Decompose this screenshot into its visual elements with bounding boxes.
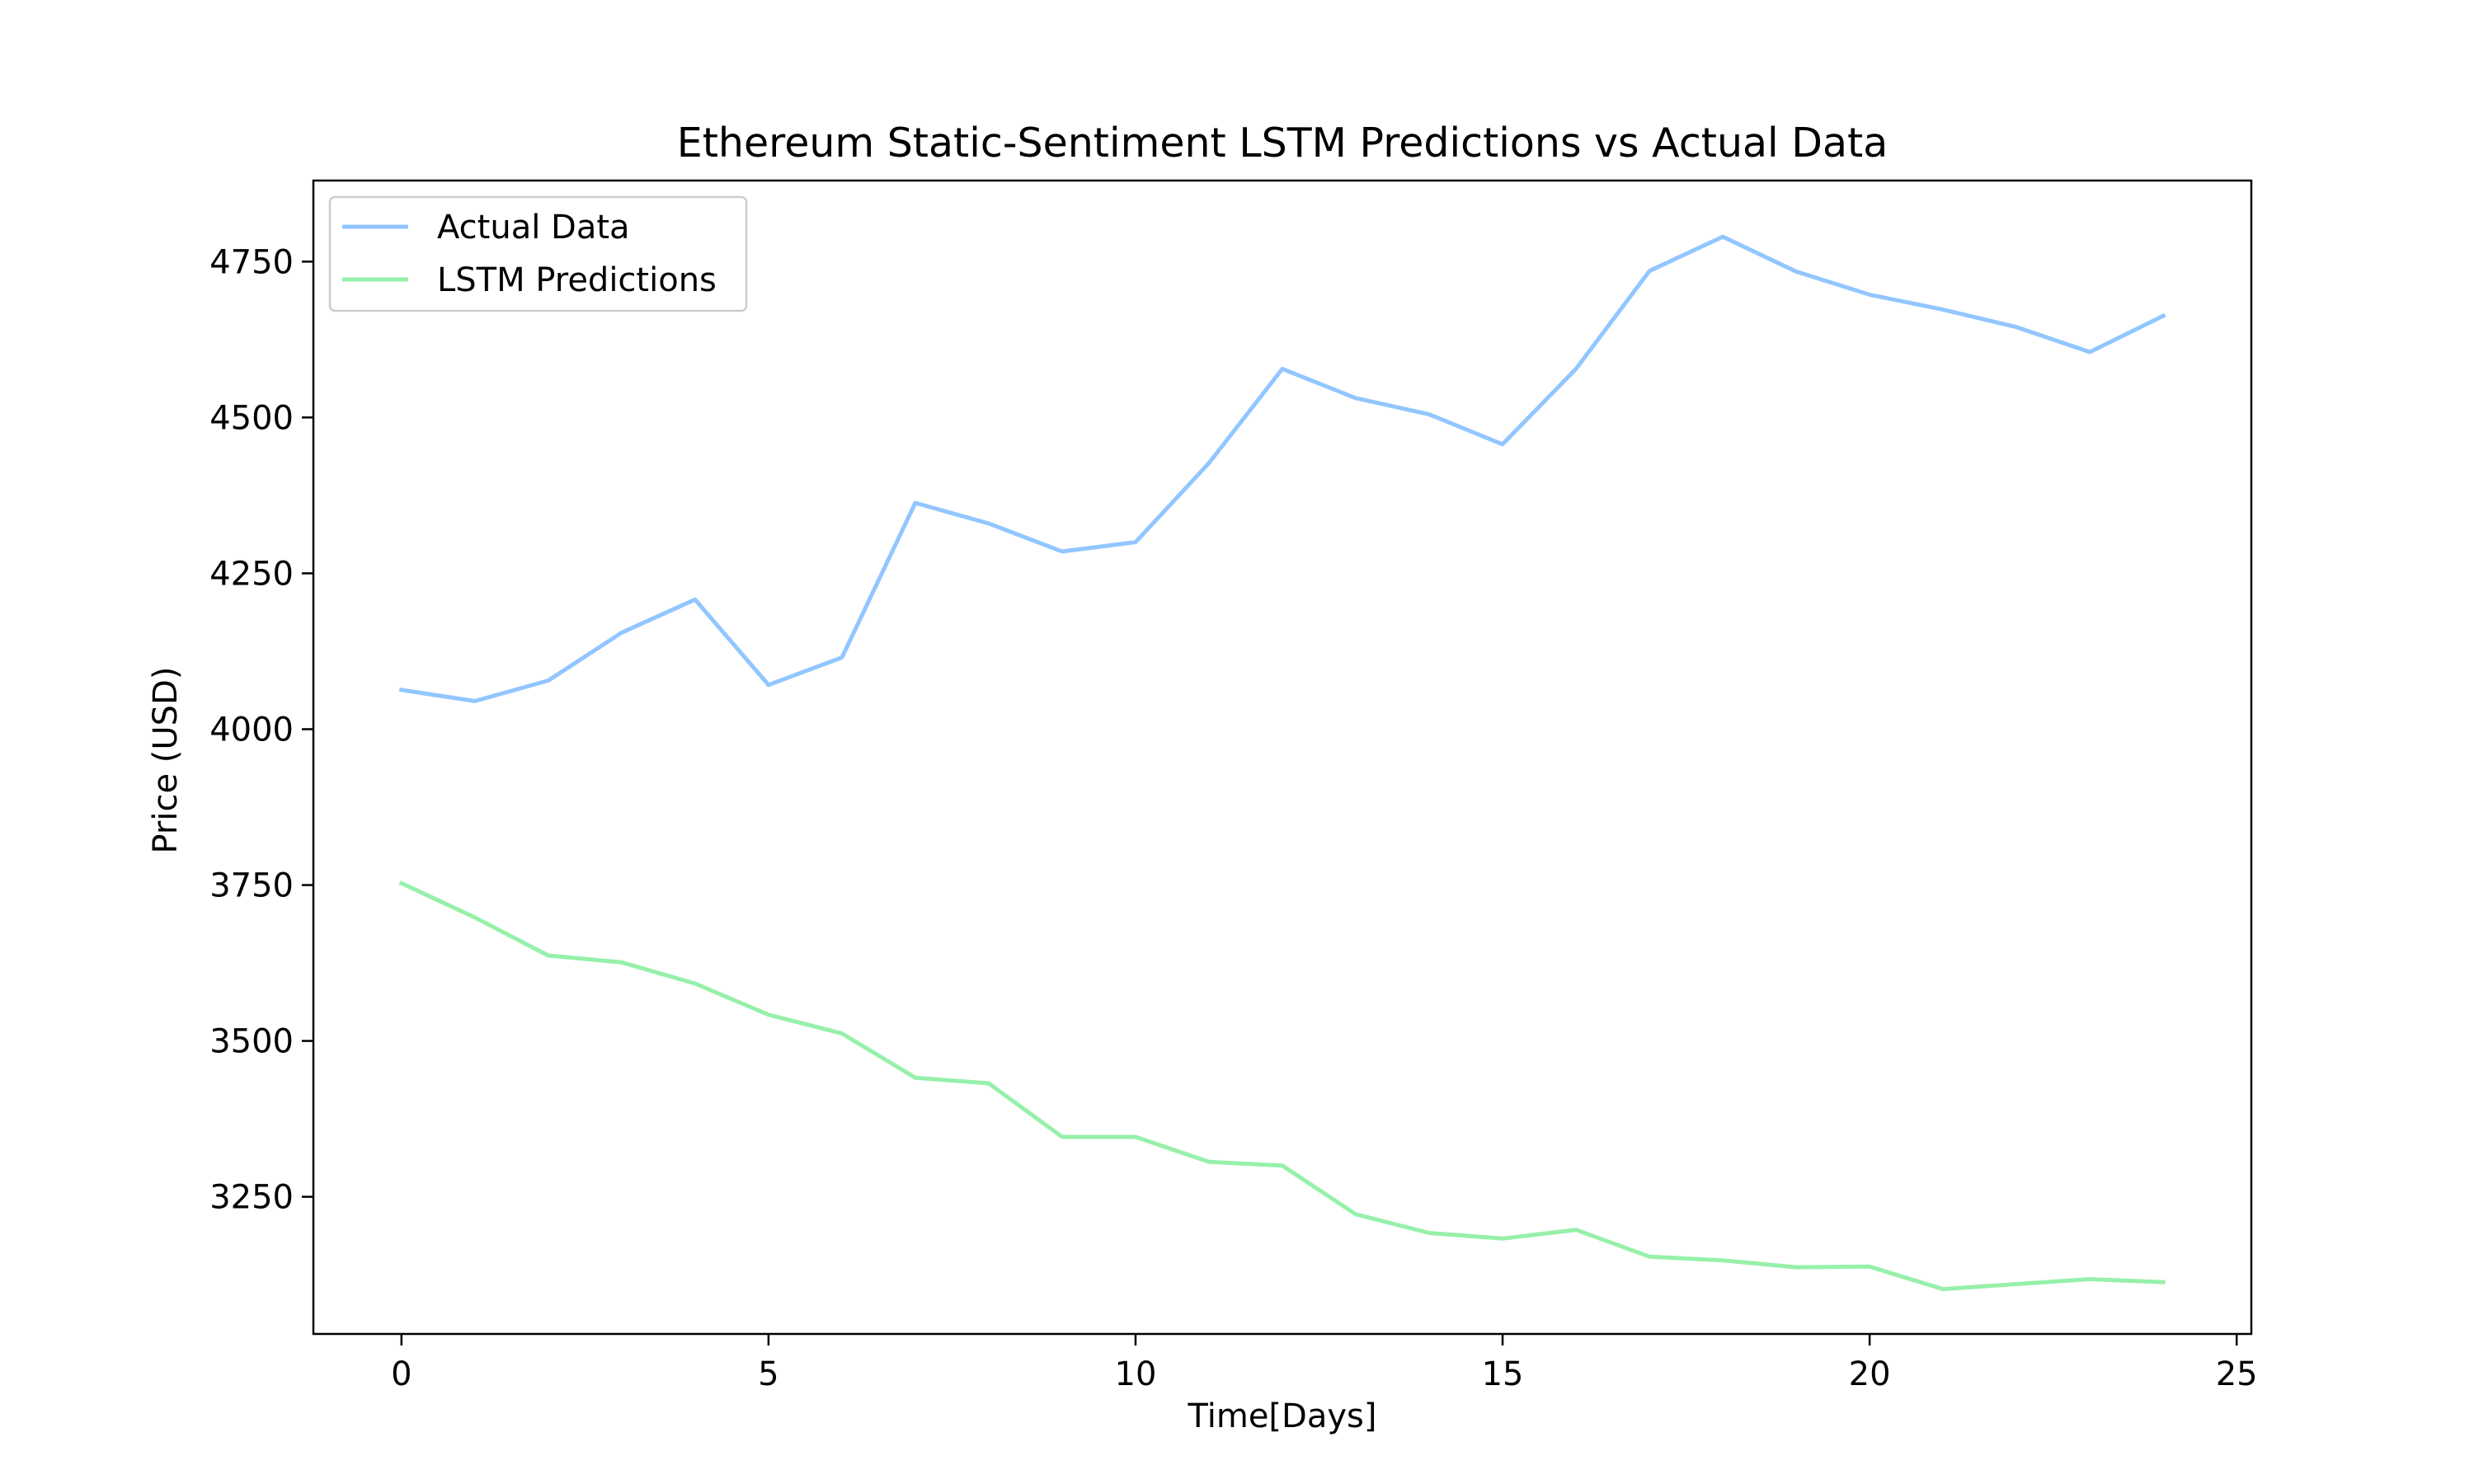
series-line-1 xyxy=(398,234,2166,703)
x-tick-label-2: 10 xyxy=(1115,1355,1157,1393)
series-line-2 xyxy=(398,880,2166,1292)
y-tick-label-3: 4000 xyxy=(209,711,294,749)
y-tick-label-1: 3500 xyxy=(209,1023,294,1061)
y-tick-label-6: 4750 xyxy=(209,243,294,281)
y-tick-label-5: 4500 xyxy=(209,399,294,437)
chart-title: Ethereum Static-Sentiment LSTM Predictio… xyxy=(677,120,1888,167)
x-tick-label-4: 20 xyxy=(1849,1355,1891,1393)
plot-frame xyxy=(312,179,2253,1336)
axes: 0 5 10 15 20 25 3250 3500 3750 4000 4250 4500 4750 xyxy=(209,179,2258,1393)
x-tick-label-1: 5 xyxy=(758,1355,778,1393)
x-tick-label-0: 0 xyxy=(391,1355,412,1393)
y-tick-label-0: 3250 xyxy=(209,1179,294,1217)
plot-area xyxy=(398,234,2166,1292)
legend: Actual Data LSTM Predictions xyxy=(328,195,748,312)
x-axis-label: Time[Days] xyxy=(1188,1397,1377,1435)
y-axis-label: Price (USD) xyxy=(147,667,185,854)
x-tick-label-5: 25 xyxy=(2216,1355,2258,1393)
x-tick-label-3: 15 xyxy=(1482,1355,1524,1393)
y-tick-label-4: 4250 xyxy=(209,555,294,593)
legend-box xyxy=(328,195,748,312)
legend-label-2: LSTM Predictions xyxy=(437,261,717,299)
legend-label-1: Actual Data xyxy=(437,209,630,247)
y-tick-label-2: 3750 xyxy=(209,867,294,905)
